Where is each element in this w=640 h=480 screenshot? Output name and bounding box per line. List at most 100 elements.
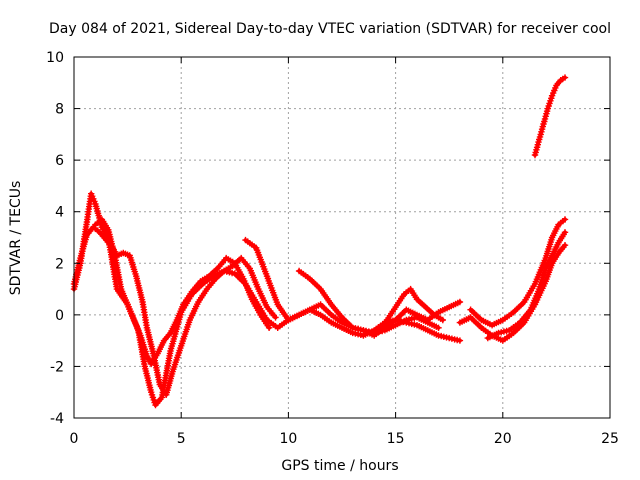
- data-point: [297, 313, 301, 317]
- data-point: [171, 370, 175, 374]
- data-point: [512, 331, 515, 335]
- data-point: [134, 274, 138, 278]
- data-point: [486, 336, 490, 340]
- data-point: [250, 297, 254, 301]
- data-point: [329, 303, 333, 306]
- x-tick-label: 15: [387, 431, 405, 447]
- y-tick-label: 4: [55, 205, 64, 221]
- data-point: [537, 138, 541, 141]
- data-point: [554, 83, 558, 87]
- data-point: [265, 305, 269, 309]
- data-point: [115, 287, 119, 291]
- data-point: [563, 230, 567, 234]
- data-point: [276, 303, 280, 306]
- data-point: [190, 290, 194, 294]
- data-point: [267, 326, 271, 330]
- data-point: [113, 254, 117, 257]
- data-point: [441, 318, 445, 322]
- data-point: [205, 287, 209, 291]
- data-point: [426, 321, 430, 325]
- data-point: [179, 344, 183, 348]
- data-point: [256, 287, 260, 291]
- data-point: [426, 328, 430, 332]
- data-point: [559, 78, 563, 82]
- data-point: [254, 246, 258, 250]
- y-tick-label: -2: [50, 359, 64, 375]
- data-point: [501, 318, 505, 322]
- data-point: [415, 297, 419, 301]
- data-point: [259, 313, 262, 317]
- data-point: [544, 256, 548, 260]
- data-point: [563, 76, 567, 80]
- data-point: [104, 238, 108, 242]
- series-H: [467, 216, 569, 329]
- data-point: [233, 261, 237, 265]
- data-point: [126, 303, 130, 306]
- data-point: [89, 192, 93, 196]
- data-point: [479, 326, 483, 330]
- data-point: [361, 328, 365, 332]
- data-point: [106, 228, 110, 232]
- data-point: [85, 220, 89, 224]
- data-point: [181, 303, 185, 306]
- data-point: [550, 254, 554, 257]
- data-point: [319, 303, 323, 306]
- data-point: [447, 305, 451, 309]
- data-point: [207, 274, 211, 278]
- x-tick-label: 10: [279, 431, 297, 447]
- data-point: [308, 308, 312, 312]
- data-point: [557, 241, 560, 245]
- data-point: [85, 233, 89, 237]
- data-point: [162, 339, 166, 343]
- y-axis-label: SDTVAR / TECUs: [8, 181, 24, 296]
- data-point: [248, 266, 252, 270]
- data-point: [286, 318, 290, 322]
- data-point: [563, 243, 567, 247]
- data-point: [557, 223, 560, 227]
- data-point: [458, 321, 462, 325]
- data-point: [394, 318, 398, 322]
- series-F: [375, 285, 446, 334]
- data-point: [458, 339, 462, 343]
- x-tick-label: 25: [601, 431, 619, 447]
- data-point: [216, 266, 220, 270]
- data-point: [563, 217, 567, 221]
- data-point: [361, 334, 365, 337]
- y-tick-label: 6: [55, 153, 64, 169]
- data-point: [143, 364, 147, 368]
- data-point: [537, 287, 541, 291]
- chart-title: Day 084 of 2021, Sidereal Day-to-day VTE…: [49, 21, 611, 37]
- data-point: [351, 331, 355, 335]
- data-point: [158, 383, 162, 386]
- data-point: [557, 251, 560, 255]
- data-point: [244, 238, 247, 242]
- data-point: [276, 326, 280, 330]
- data-series: [70, 74, 569, 409]
- y-tick-label: 8: [55, 102, 64, 118]
- data-point: [319, 287, 323, 291]
- data-point: [151, 352, 155, 355]
- data-point: [501, 339, 505, 343]
- data-point: [274, 315, 277, 319]
- data-point: [490, 323, 494, 327]
- data-point: [340, 315, 344, 319]
- data-point: [132, 318, 136, 322]
- data-point: [394, 323, 398, 327]
- data-point: [385, 318, 389, 322]
- data-point: [544, 266, 548, 270]
- data-point: [512, 310, 515, 314]
- data-point: [100, 225, 104, 229]
- data-point: [196, 300, 200, 304]
- data-point: [156, 352, 160, 355]
- data-point: [93, 223, 97, 227]
- data-point: [164, 393, 168, 397]
- series-I: [484, 229, 569, 342]
- y-tick-label: 2: [55, 256, 64, 272]
- data-point: [437, 326, 440, 330]
- data-point: [98, 230, 102, 234]
- data-point: [297, 269, 301, 273]
- data-point: [340, 326, 344, 330]
- data-point: [404, 318, 408, 322]
- grid: [74, 57, 610, 418]
